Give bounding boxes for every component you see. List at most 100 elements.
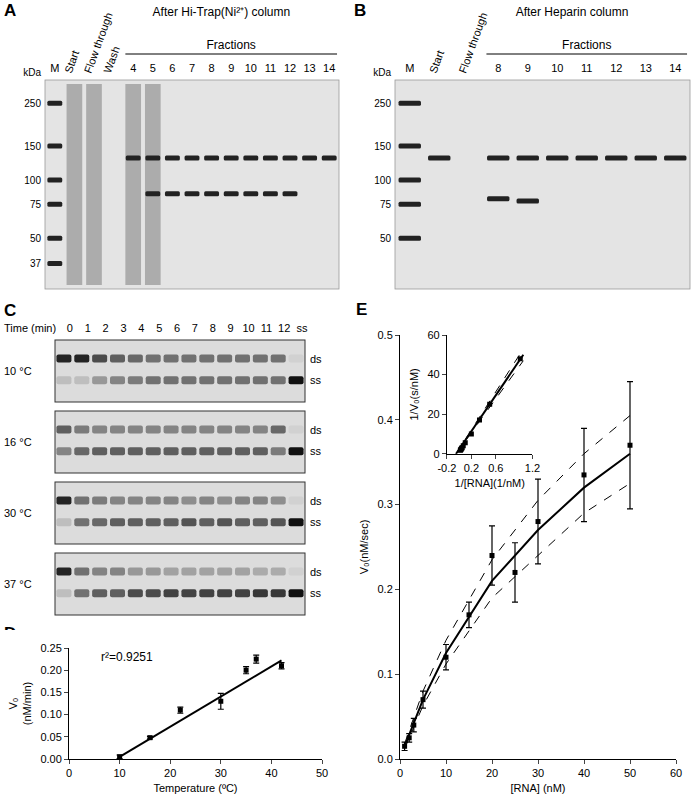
svg-text:V₀(nM/min): V₀(nM/min) <box>7 682 33 725</box>
svg-text:kDa: kDa <box>373 67 391 78</box>
svg-text:0.2: 0.2 <box>378 583 393 595</box>
svg-text:50: 50 <box>316 767 328 779</box>
svg-text:12: 12 <box>610 62 622 74</box>
svg-text:9: 9 <box>228 322 234 334</box>
svg-text:0.2: 0.2 <box>464 462 479 474</box>
svg-text:75: 75 <box>30 199 42 210</box>
svg-text:10: 10 <box>113 767 125 779</box>
svg-text:[RNA] (nM): [RNA] (nM) <box>511 782 566 794</box>
svg-text:2: 2 <box>103 322 109 334</box>
svg-text:7: 7 <box>189 62 195 74</box>
svg-text:40: 40 <box>265 767 277 779</box>
svg-text:0.5: 0.5 <box>378 329 393 341</box>
svg-text:0: 0 <box>66 767 72 779</box>
svg-text:4: 4 <box>130 62 136 74</box>
svg-text:ds: ds <box>310 353 322 365</box>
svg-text:9: 9 <box>228 62 234 74</box>
svg-text:Time (min): Time (min) <box>4 322 56 334</box>
svg-text:Fractions: Fractions <box>207 38 256 52</box>
svg-text:0: 0 <box>434 448 440 460</box>
svg-text:5: 5 <box>156 322 162 334</box>
svg-text:10: 10 <box>440 767 452 779</box>
svg-text:r²=0.9251: r²=0.9251 <box>101 650 153 664</box>
svg-text:ds: ds <box>310 424 322 436</box>
svg-text:14: 14 <box>669 62 681 74</box>
svg-text:8: 8 <box>209 62 215 74</box>
svg-text:37 °C: 37 °C <box>4 578 32 590</box>
svg-text:50: 50 <box>30 233 42 244</box>
svg-text:10: 10 <box>242 322 254 334</box>
svg-text:A: A <box>4 1 16 20</box>
svg-text:kDa: kDa <box>23 67 41 78</box>
svg-text:After Heparin column: After Heparin column <box>516 5 629 19</box>
svg-text:1.2: 1.2 <box>525 462 540 474</box>
svg-text:7: 7 <box>192 322 198 334</box>
svg-text:Start: Start <box>427 49 446 75</box>
svg-text:ss: ss <box>310 587 322 599</box>
svg-text:Temperature (ºC): Temperature (ºC) <box>153 782 237 794</box>
svg-text:13: 13 <box>640 62 652 74</box>
svg-text:250: 250 <box>24 98 41 109</box>
svg-text:16 °C: 16 °C <box>4 436 32 448</box>
svg-text:13: 13 <box>303 62 315 74</box>
svg-text:40: 40 <box>578 767 590 779</box>
svg-text:B: B <box>354 1 366 20</box>
svg-text:14: 14 <box>323 62 335 74</box>
svg-text:50: 50 <box>380 233 392 244</box>
svg-text:12: 12 <box>284 62 296 74</box>
svg-text:After Hi-Trap(Ni²⁺) column: After Hi-Trap(Ni²⁺) column <box>153 5 291 19</box>
svg-text:8: 8 <box>210 322 216 334</box>
svg-text:0.1: 0.1 <box>378 668 393 680</box>
svg-text:30 °C: 30 °C <box>4 507 32 519</box>
svg-text:150: 150 <box>24 141 41 152</box>
svg-text:11: 11 <box>581 62 592 74</box>
svg-text:30: 30 <box>215 767 227 779</box>
svg-text:1: 1 <box>85 322 91 334</box>
svg-text:0.10: 0.10 <box>40 708 61 720</box>
svg-text:20: 20 <box>486 767 498 779</box>
svg-text:ss: ss <box>310 516 322 528</box>
svg-text:6: 6 <box>174 322 180 334</box>
svg-text:40: 40 <box>427 368 439 380</box>
svg-text:100: 100 <box>24 175 41 186</box>
svg-text:0.6: 0.6 <box>488 462 503 474</box>
svg-text:6: 6 <box>169 62 175 74</box>
svg-text:4: 4 <box>138 322 144 334</box>
svg-text:60: 60 <box>670 767 682 779</box>
svg-text:37: 37 <box>30 258 42 269</box>
svg-text:Flow through: Flow through <box>456 11 489 75</box>
svg-text:100: 100 <box>374 175 391 186</box>
svg-text:11: 11 <box>261 322 272 334</box>
svg-text:ss: ss <box>310 445 322 457</box>
svg-text:V₀(nM/sec): V₀(nM/sec) <box>358 520 370 575</box>
svg-text:0: 0 <box>397 767 403 779</box>
svg-text:M: M <box>50 62 59 74</box>
svg-text:0.20: 0.20 <box>40 664 61 676</box>
svg-text:10: 10 <box>245 62 257 74</box>
svg-text:0.05: 0.05 <box>40 731 61 743</box>
svg-text:9: 9 <box>525 62 531 74</box>
svg-text:11: 11 <box>265 62 276 74</box>
svg-text:0.25: 0.25 <box>40 642 61 654</box>
svg-text:75: 75 <box>380 199 392 210</box>
svg-text:3: 3 <box>120 322 126 334</box>
svg-text:8: 8 <box>495 62 501 74</box>
svg-text:50: 50 <box>624 767 636 779</box>
svg-text:-0.2: -0.2 <box>437 462 456 474</box>
svg-text:Wash: Wash <box>101 45 122 75</box>
svg-text:5: 5 <box>150 62 156 74</box>
svg-text:C: C <box>4 301 16 320</box>
svg-text:250: 250 <box>374 98 391 109</box>
svg-text:60: 60 <box>427 329 439 341</box>
svg-text:ss: ss <box>297 322 309 334</box>
svg-text:150: 150 <box>374 141 391 152</box>
svg-text:ds: ds <box>310 566 322 578</box>
svg-text:ds: ds <box>310 495 322 507</box>
svg-text:1/[RNA](1/nM): 1/[RNA](1/nM) <box>455 477 525 489</box>
svg-text:Start: Start <box>62 49 81 75</box>
svg-text:10 °C: 10 °C <box>4 365 32 377</box>
svg-text:12: 12 <box>278 322 290 334</box>
svg-text:20: 20 <box>164 767 176 779</box>
svg-text:0.4: 0.4 <box>378 414 393 426</box>
svg-text:M: M <box>405 62 414 74</box>
